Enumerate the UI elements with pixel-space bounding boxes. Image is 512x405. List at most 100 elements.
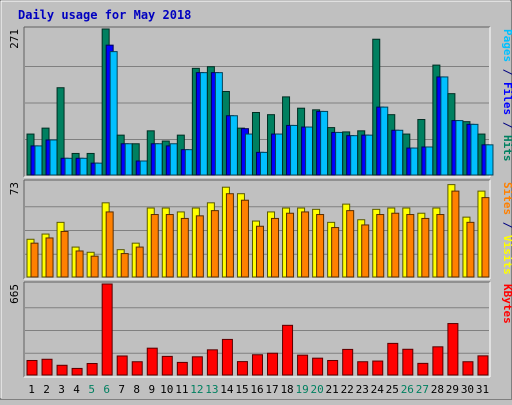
bar-sites-day-12 <box>195 215 204 278</box>
bar-pages-day-31 <box>485 144 494 176</box>
bar-sites-day-11 <box>180 217 189 278</box>
legend-part: Files <box>501 82 512 115</box>
x-tick-label-day-5: 5 <box>88 383 95 396</box>
bar-pages-day-23 <box>365 134 374 176</box>
y-max-label: 271 <box>8 29 21 49</box>
bar-kbytes-day-18 <box>282 324 294 376</box>
bar-kbytes-day-3 <box>56 364 68 376</box>
bar-sites-day-23 <box>361 224 370 278</box>
x-tick-label-day-28: 28 <box>431 383 444 396</box>
legend-part: Sites <box>501 182 512 215</box>
x-tick-label-day-29: 29 <box>446 383 459 396</box>
bar-sites-day-6 <box>105 211 114 278</box>
bar-kbytes-day-16 <box>251 354 263 376</box>
bar-sites-day-15 <box>240 199 249 278</box>
bar-kbytes-day-31 <box>477 355 489 376</box>
x-tick-label-day-15: 15 <box>235 383 248 396</box>
bar-kbytes-day-21 <box>327 359 339 376</box>
bar-sites-day-5 <box>90 255 99 278</box>
bar-sites-day-14 <box>225 193 234 278</box>
x-tick-label-day-17: 17 <box>265 383 278 396</box>
bar-pages-day-21 <box>335 131 344 176</box>
bar-sites-day-4 <box>75 250 84 278</box>
bar-sites-day-28 <box>436 214 445 278</box>
x-tick-label-day-24: 24 <box>371 383 385 396</box>
x-tick-label-day-22: 22 <box>341 383 354 396</box>
bar-pages-day-8 <box>139 160 148 176</box>
bar-pages-day-20 <box>320 110 329 176</box>
x-tick-label-day-2: 2 <box>43 383 50 396</box>
bar-sites-day-26 <box>406 214 415 278</box>
bar-sites-day-8 <box>135 246 144 278</box>
bar-pages-day-16 <box>259 151 268 176</box>
x-tick-label-day-1: 1 <box>28 383 35 396</box>
bar-pages-day-3 <box>64 157 73 176</box>
bar-pages-day-17 <box>275 133 284 176</box>
bar-pages-day-1 <box>34 145 43 176</box>
y-max-label: 665 <box>8 284 21 304</box>
bar-pages-day-5 <box>94 162 103 176</box>
bar-sites-day-3 <box>60 230 69 278</box>
x-tick-label-day-23: 23 <box>356 383 369 396</box>
x-tick-label-day-8: 8 <box>133 383 140 396</box>
x-tick-label-day-21: 21 <box>326 383 339 396</box>
bar-sites-day-25 <box>391 212 400 278</box>
bar-kbytes-day-23 <box>357 361 369 376</box>
bar-kbytes-day-14 <box>221 338 233 376</box>
bar-sites-day-16 <box>255 225 264 278</box>
x-tick-label-day-11: 11 <box>175 383 188 396</box>
bar-pages-day-7 <box>124 143 133 176</box>
x-tick-label-day-7: 7 <box>118 383 125 396</box>
bar-kbytes-day-2 <box>41 358 53 376</box>
bar-pages-day-6 <box>109 51 118 176</box>
bar-kbytes-day-13 <box>206 349 218 376</box>
bar-pages-day-30 <box>470 123 479 176</box>
bar-sites-day-29 <box>451 190 460 278</box>
bar-kbytes-day-17 <box>267 352 279 376</box>
chart-title: Daily usage for May 2018 <box>18 8 191 22</box>
bar-pages-day-25 <box>395 129 404 176</box>
bar-kbytes-day-5 <box>86 363 98 376</box>
bar-kbytes-day-9 <box>146 347 158 376</box>
bar-pages-day-10 <box>169 143 178 176</box>
y-max-label: 73 <box>8 182 21 195</box>
x-tick-label-day-14: 14 <box>220 383 234 396</box>
legend-part: / <box>501 215 512 235</box>
bar-kbytes-day-11 <box>176 361 188 376</box>
bar-sites-day-24 <box>376 214 385 278</box>
bar-kbytes-day-6 <box>101 283 113 376</box>
legend-part: KBytes <box>501 284 512 324</box>
bar-pages-day-9 <box>154 143 163 176</box>
legend-part: Pages <box>501 29 512 62</box>
bar-kbytes-day-7 <box>116 355 128 376</box>
bar-pages-day-26 <box>410 147 419 176</box>
bar-kbytes-day-29 <box>447 323 459 376</box>
bar-kbytes-day-28 <box>432 346 444 376</box>
x-tick-label-day-20: 20 <box>311 383 324 396</box>
x-tick-label-day-4: 4 <box>73 383 80 396</box>
panel-kbytes: 665 KBytes <box>8 281 512 378</box>
bar-pages-day-11 <box>184 149 193 176</box>
bar-pages-day-4 <box>79 157 88 176</box>
series-side-legend: Sites / Visits <box>501 182 512 275</box>
bar-sites-day-18 <box>286 212 295 278</box>
bar-pages-day-13 <box>214 72 223 176</box>
x-tick-label-day-27: 27 <box>416 383 429 396</box>
bar-pages-day-24 <box>380 106 389 176</box>
bar-kbytes-day-22 <box>342 348 354 376</box>
bar-sites-day-10 <box>165 214 174 278</box>
legend-part: / <box>501 62 512 82</box>
bar-kbytes-day-20 <box>312 357 324 376</box>
series-side-legend: Pages / Files / Hits <box>501 29 512 162</box>
bar-pages-day-28 <box>440 76 449 176</box>
bar-pages-day-2 <box>49 139 58 176</box>
x-tick-label-day-10: 10 <box>160 383 173 396</box>
legend-part: Visits <box>501 235 512 275</box>
bar-kbytes-day-4 <box>71 367 83 376</box>
bar-pages-day-22 <box>350 135 359 176</box>
bar-sites-day-17 <box>271 217 280 278</box>
bar-sites-day-13 <box>210 210 219 278</box>
bar-kbytes-day-15 <box>236 361 248 376</box>
bar-sites-day-22 <box>346 210 355 278</box>
